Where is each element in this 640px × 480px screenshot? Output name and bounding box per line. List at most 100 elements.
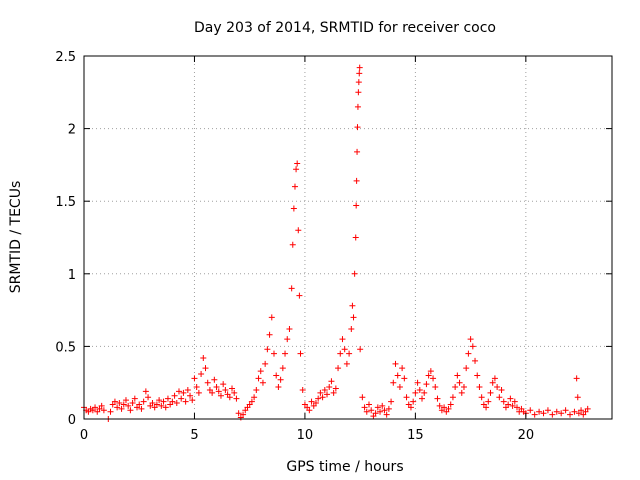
data-point [107, 408, 114, 415]
data-point [507, 395, 514, 402]
data-point [489, 379, 496, 386]
data-point [474, 372, 481, 379]
data-point [317, 389, 324, 396]
data-point [296, 292, 303, 299]
data-point [233, 395, 240, 402]
y-axis-label: SRMTID / TECUs [8, 181, 24, 294]
data-point [567, 411, 574, 418]
data-point [200, 355, 207, 362]
data-point [153, 401, 160, 408]
data-point [456, 379, 463, 386]
data-point [463, 365, 470, 372]
data-point [257, 368, 264, 375]
data-point [341, 346, 348, 353]
data-point [436, 402, 443, 409]
y-tick-label: 1.5 [55, 195, 76, 210]
axis-ticks: 0 5 10 15 20 0 0.5 1 1.5 2 2.5 [55, 50, 612, 443]
data-point [118, 405, 125, 412]
data-point [193, 384, 200, 391]
data-point [156, 397, 163, 404]
data-point [383, 411, 390, 418]
data-point [178, 395, 185, 402]
data-point [120, 401, 127, 408]
data-point [290, 205, 297, 212]
data-point [351, 270, 358, 277]
data-point [396, 384, 403, 391]
data-point [284, 336, 291, 343]
data-point [158, 402, 165, 409]
data-point [449, 394, 456, 401]
data-point [171, 392, 178, 399]
data-point [357, 346, 364, 353]
data-point [125, 402, 132, 409]
data-point [266, 331, 273, 338]
data-point [454, 372, 461, 379]
data-point [354, 148, 361, 155]
data-point [114, 404, 121, 411]
data-point [213, 384, 220, 391]
data-point [350, 314, 357, 321]
data-point [574, 394, 581, 401]
data-point [491, 375, 498, 382]
data-point [164, 395, 171, 402]
data-point [184, 386, 191, 393]
data-point [131, 395, 138, 402]
data-point [432, 384, 439, 391]
data-point [394, 372, 401, 379]
data-point [427, 368, 434, 375]
data-point [445, 405, 452, 412]
data-point [162, 404, 169, 411]
data-point [217, 392, 224, 399]
data-point [416, 386, 423, 393]
data-point [353, 177, 360, 184]
data-point [377, 408, 384, 415]
data-point [211, 376, 218, 383]
data-point [160, 398, 167, 405]
data-point [562, 407, 569, 414]
data-point [187, 392, 194, 399]
data-point [326, 384, 333, 391]
x-tick-label: 20 [518, 428, 535, 443]
data-point [288, 285, 295, 292]
data-point [553, 408, 560, 415]
data-point [202, 365, 209, 372]
data-point [425, 372, 432, 379]
data-point [498, 386, 505, 393]
data-point [403, 394, 410, 401]
data-point [494, 384, 501, 391]
data-point [312, 400, 319, 407]
data-point [527, 407, 534, 414]
data-point [231, 389, 238, 396]
data-point [352, 234, 359, 241]
data-point [349, 302, 356, 309]
data-point [390, 379, 397, 386]
data-point [337, 350, 344, 357]
data-point [346, 350, 353, 357]
data-point [485, 398, 492, 405]
data-point [476, 384, 483, 391]
data-point [175, 388, 182, 395]
data-point [275, 384, 282, 391]
data-point [385, 405, 392, 412]
data-point [332, 385, 339, 392]
data-point [92, 404, 99, 411]
data-point [434, 395, 441, 402]
data-point [220, 381, 227, 388]
y-tick-label: 0 [68, 413, 76, 428]
data-point [116, 400, 123, 407]
data-point [361, 404, 368, 411]
data-point [229, 385, 236, 392]
data-point [295, 227, 302, 234]
data-point [226, 394, 233, 401]
data-point [277, 376, 284, 383]
data-point [253, 386, 260, 393]
data-point [399, 365, 406, 372]
data-point [145, 394, 152, 401]
data-point [240, 411, 247, 418]
data-point [140, 398, 147, 405]
data-point [356, 70, 363, 77]
y-tick-label: 1 [68, 268, 76, 283]
data-point [430, 375, 437, 382]
data-point [136, 401, 143, 408]
x-axis-label: GPS time / hours [286, 459, 403, 475]
